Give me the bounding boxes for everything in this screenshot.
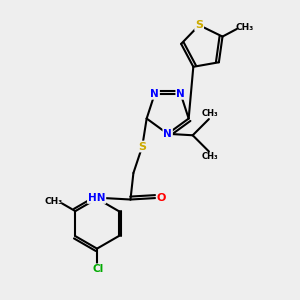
Text: N: N: [163, 129, 172, 139]
Text: S: S: [138, 142, 146, 152]
Text: CH₃: CH₃: [44, 197, 62, 206]
Text: Cl: Cl: [93, 264, 104, 274]
Text: CH₃: CH₃: [236, 23, 254, 32]
Text: CH₃: CH₃: [202, 109, 219, 118]
Text: S: S: [195, 20, 203, 30]
Text: CH₃: CH₃: [202, 152, 219, 161]
Text: N: N: [176, 89, 185, 99]
Text: N: N: [150, 89, 159, 99]
Text: HN: HN: [88, 193, 105, 203]
Text: O: O: [157, 193, 166, 203]
